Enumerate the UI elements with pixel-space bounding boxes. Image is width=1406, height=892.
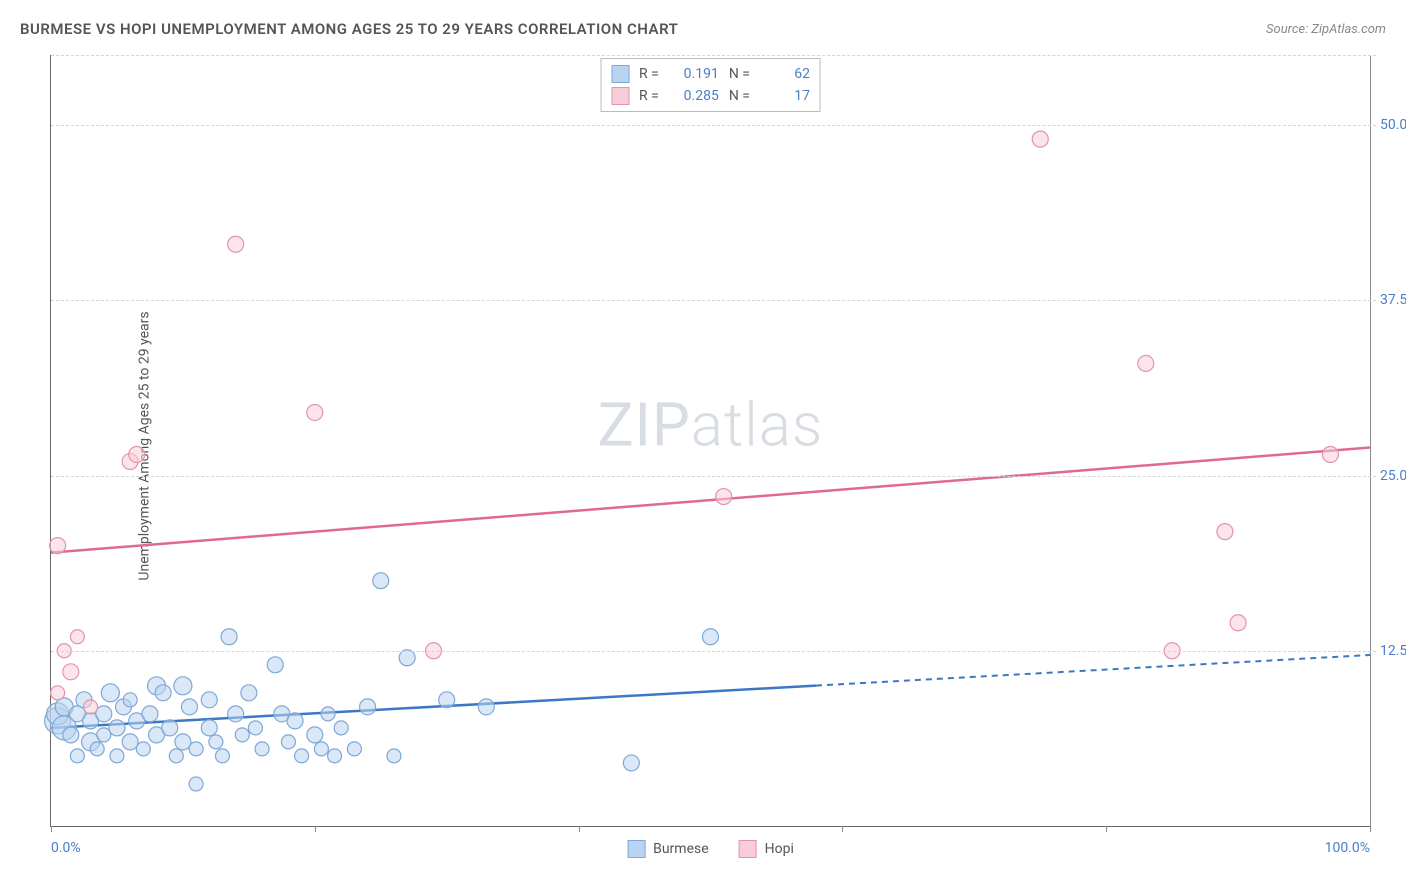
scatter-point	[201, 720, 217, 736]
scatter-point	[399, 650, 415, 666]
gridline	[51, 300, 1376, 301]
scatter-point	[314, 742, 328, 756]
x-tick	[1370, 826, 1371, 832]
legend-label: Hopi	[765, 841, 794, 857]
legend-item-burmese: Burmese	[627, 840, 709, 858]
scatter-point	[189, 742, 203, 756]
scatter-point	[287, 713, 303, 729]
chart-plot-area: ZIPatlas R = 0.191 N = 62 R = 0.285 N = …	[50, 55, 1371, 827]
y-tick-label: 50.0%	[1380, 117, 1406, 133]
scatter-point	[281, 735, 295, 749]
scatter-point	[321, 707, 335, 721]
scatter-point	[162, 720, 178, 736]
scatter-point	[347, 742, 361, 756]
x-tick	[315, 826, 316, 832]
scatter-point	[228, 236, 244, 252]
scatter-point	[209, 735, 223, 749]
y-tick-label: 12.5%	[1380, 643, 1406, 659]
scatter-point	[201, 692, 217, 708]
scatter-point	[129, 447, 145, 463]
scatter-point	[328, 749, 342, 763]
scatter-point	[215, 749, 229, 763]
y-tick-label: 37.5%	[1380, 292, 1406, 308]
legend-item-hopi: Hopi	[739, 840, 794, 858]
scatter-point	[50, 538, 66, 554]
scatter-point	[255, 742, 269, 756]
scatter-point	[155, 685, 171, 701]
scatter-point	[175, 734, 191, 750]
scatter-point	[63, 664, 79, 680]
scatter-point	[110, 749, 124, 763]
scatter-point	[360, 699, 376, 715]
scatter-point	[123, 693, 137, 707]
scatter-point	[1138, 355, 1154, 371]
scatter-point	[1032, 131, 1048, 147]
x-tick	[1106, 826, 1107, 832]
scatter-point	[90, 742, 104, 756]
scatter-point	[307, 727, 323, 743]
legend-swatch-hopi	[739, 840, 757, 858]
scatter-point	[174, 677, 192, 695]
scatter-point	[703, 629, 719, 645]
legend-swatch-burmese	[627, 840, 645, 858]
scatter-point	[181, 699, 197, 715]
x-tick	[51, 826, 52, 832]
y-tick-label: 25.0%	[1380, 468, 1406, 484]
x-tick-label: 100.0%	[1325, 840, 1370, 856]
scatter-point	[109, 720, 125, 736]
chart-header: BURMESE VS HOPI UNEMPLOYMENT AMONG AGES …	[20, 20, 1386, 38]
scatter-point	[136, 742, 150, 756]
gridline	[51, 55, 1376, 56]
scatter-point	[1217, 524, 1233, 540]
scatter-point	[96, 706, 112, 722]
scatter-point	[387, 749, 401, 763]
scatter-point	[373, 573, 389, 589]
scatter-point	[1230, 615, 1246, 631]
scatter-point	[122, 734, 138, 750]
regression-line-dashed	[816, 655, 1370, 686]
legend-label: Burmese	[653, 841, 709, 857]
x-tick	[579, 826, 580, 832]
scatter-point	[248, 721, 262, 735]
chart-title: BURMESE VS HOPI UNEMPLOYMENT AMONG AGES …	[20, 20, 678, 38]
scatter-point	[70, 749, 84, 763]
chart-svg	[51, 55, 1370, 826]
x-tick	[842, 826, 843, 832]
scatter-point	[84, 700, 98, 714]
gridline	[51, 476, 1376, 477]
legend-series: Burmese Hopi	[627, 840, 794, 858]
scatter-point	[241, 685, 257, 701]
gridline	[51, 125, 1376, 126]
scatter-point	[478, 699, 494, 715]
chart-source: Source: ZipAtlas.com	[1266, 22, 1386, 37]
scatter-point	[51, 686, 65, 700]
scatter-point	[142, 706, 158, 722]
scatter-point	[63, 727, 79, 743]
scatter-point	[169, 749, 183, 763]
scatter-point	[189, 777, 203, 791]
scatter-point	[221, 629, 237, 645]
scatter-point	[295, 749, 309, 763]
scatter-point	[228, 706, 244, 722]
scatter-point	[623, 755, 639, 771]
gridline	[51, 651, 1376, 652]
scatter-point	[70, 630, 84, 644]
scatter-point	[267, 657, 283, 673]
regression-line	[51, 448, 1370, 553]
scatter-point	[439, 692, 455, 708]
scatter-point	[235, 728, 249, 742]
scatter-point	[334, 721, 348, 735]
scatter-point	[101, 684, 119, 702]
scatter-point	[1322, 447, 1338, 463]
x-tick-label: 0.0%	[51, 840, 81, 856]
scatter-point	[716, 489, 732, 505]
scatter-point	[307, 404, 323, 420]
